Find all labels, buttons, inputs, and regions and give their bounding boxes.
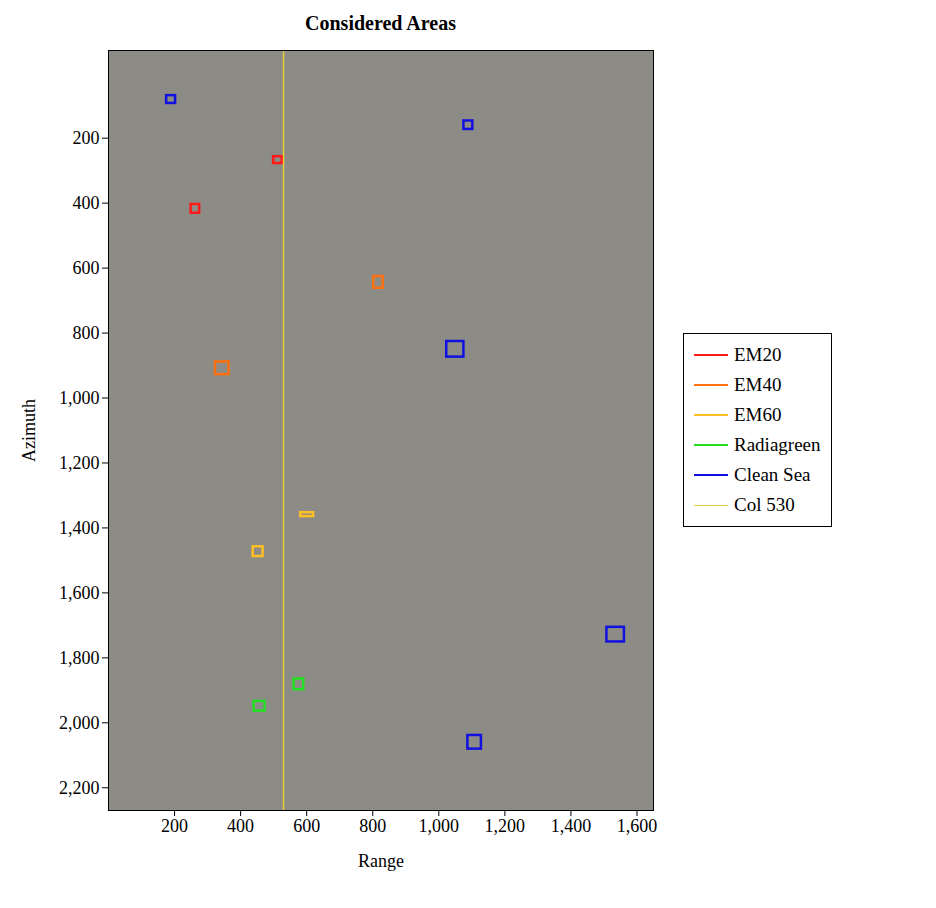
svg-text:200: 200 [73, 128, 100, 148]
svg-text:1,000: 1,000 [419, 816, 460, 836]
svg-text:1,400: 1,400 [551, 816, 592, 836]
svg-text:600: 600 [73, 258, 100, 278]
html-text:Clean Sea: Clean Sea [734, 464, 811, 485]
svg-text:800: 800 [73, 323, 100, 343]
svg-text:2,200: 2,200 [59, 778, 100, 798]
svg-text:1,600: 1,600 [617, 816, 658, 836]
svg-text:200: 200 [161, 816, 188, 836]
svg-text:1,400: 1,400 [59, 518, 100, 538]
html-text:EM20: EM20 [734, 344, 782, 365]
svg-text:Range: Range [358, 851, 404, 871]
svg-text:1,200: 1,200 [485, 816, 526, 836]
html-text:Considered Areas: Considered Areas [305, 12, 456, 34]
svg-text:1,200: 1,200 [59, 453, 100, 473]
svg-text:600: 600 [293, 816, 320, 836]
svg-text:2,000: 2,000 [59, 713, 100, 733]
svg-text:400: 400 [227, 816, 254, 836]
svg-text:1,600: 1,600 [59, 583, 100, 603]
html-text:Col 530: Col 530 [734, 494, 795, 515]
svg-text:1,000: 1,000 [59, 388, 100, 408]
html-text:EM60: EM60 [734, 404, 782, 425]
svg-text:800: 800 [359, 816, 386, 836]
svg-text:Azimuth: Azimuth [19, 399, 39, 462]
html-text:EM40: EM40 [734, 374, 782, 395]
html-text:Radiagreen: Radiagreen [734, 434, 821, 455]
svg-text:400: 400 [73, 193, 100, 213]
svg-text:1,800: 1,800 [59, 648, 100, 668]
